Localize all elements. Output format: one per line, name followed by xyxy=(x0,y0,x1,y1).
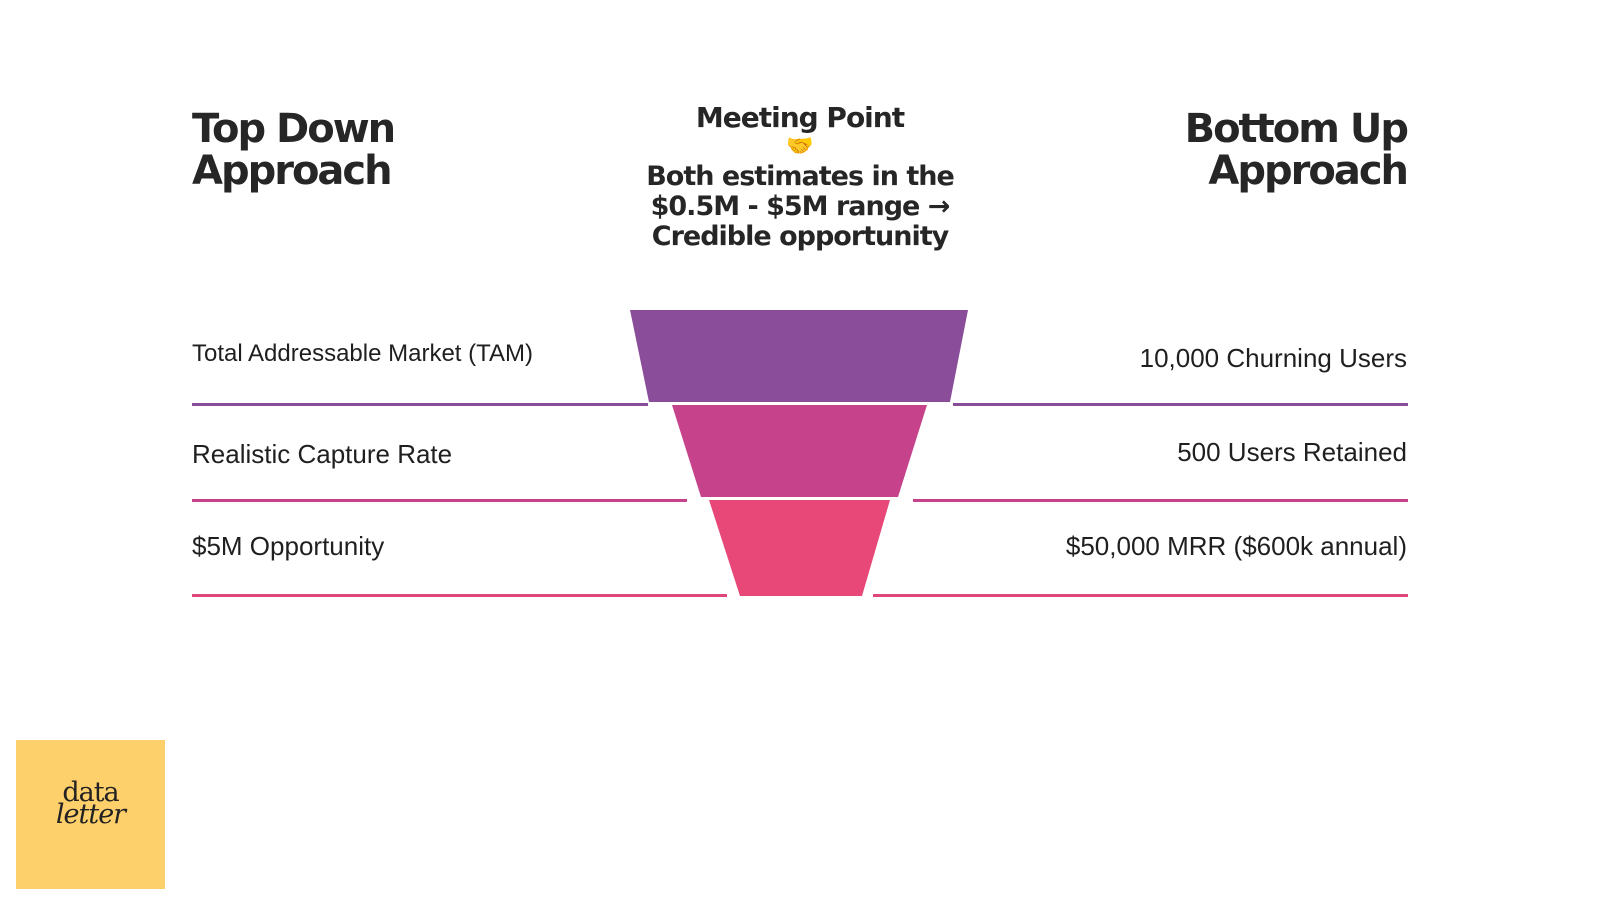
funnel-stage-2 xyxy=(672,405,927,497)
right-row-label-3: $50,000 MRR ($600k annual) xyxy=(1065,531,1407,561)
divider-right-2 xyxy=(913,499,1408,502)
divider-left-1 xyxy=(192,403,648,406)
funnel-stage-1 xyxy=(630,310,968,402)
funnel-stage-3 xyxy=(709,500,890,596)
top-down-heading: Top Down Approach xyxy=(192,106,396,194)
left-row-label-1: Total Addressable Market (TAM) xyxy=(192,340,534,367)
divider-left-3 xyxy=(192,594,727,597)
left-row-label-3: $5M Opportunity xyxy=(192,531,385,561)
right-row-label-2: 500 Users Retained xyxy=(1177,437,1407,467)
bottom-up-heading-line1: Bottom Up xyxy=(1184,106,1409,152)
right-row-label-1: 10,000 Churning Users xyxy=(1139,343,1407,373)
meeting-point: Meeting Point 🤝 Both estimates in the $0… xyxy=(590,102,1010,252)
meeting-point-title: Meeting Point xyxy=(695,101,905,134)
meeting-point-text: Both estimates in the $0.5M - $5M range … xyxy=(646,161,955,252)
divider-right-3 xyxy=(873,594,1408,597)
dataletter-logo: data letter xyxy=(16,740,165,889)
logo-line1: data xyxy=(62,777,119,808)
top-down-heading-line1: Top Down xyxy=(192,106,396,152)
logo-wordmark: data letter xyxy=(16,777,165,830)
left-row-label-2: Realistic Capture Rate xyxy=(192,439,453,469)
handshake-icon: 🤝 xyxy=(786,134,814,159)
bottom-up-heading-line2: Approach xyxy=(1208,148,1409,194)
divider-right-1 xyxy=(953,403,1408,406)
divider-left-2 xyxy=(192,499,687,502)
logo-line2: letter xyxy=(55,799,126,830)
bottom-up-heading: Bottom Up Approach xyxy=(1184,106,1409,194)
top-down-heading-line2: Approach xyxy=(192,148,393,194)
